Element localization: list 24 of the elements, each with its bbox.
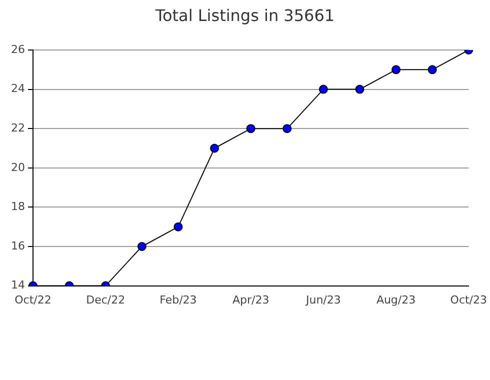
- point: [355, 84, 364, 94]
- x-tick-label: Apr/23: [232, 293, 270, 306]
- x-tick-label: Oct/23: [450, 293, 488, 306]
- point: [392, 65, 401, 74]
- y-tick-label: 24: [10, 82, 25, 96]
- y-tick-label: 14: [10, 278, 25, 292]
- y-tick-label: 16: [10, 239, 25, 252]
- x-tick-label: Jun/23: [304, 293, 341, 306]
- point: [318, 84, 328, 94]
- chart-title: Total Listings in 35661: [154, 6, 336, 25]
- point: [282, 124, 292, 134]
- x-tick-label: Dec/22: [86, 293, 126, 306]
- point: [246, 124, 256, 134]
- y-tick-label: 18: [10, 200, 25, 214]
- y-tick-label: 26: [10, 42, 25, 56]
- x-tick-label: Oct/22: [14, 293, 52, 306]
- point: [137, 242, 146, 251]
- point: [210, 144, 220, 153]
- x-tick-label: Feb/23: [160, 293, 197, 306]
- x-tick-label: Aug/23: [376, 293, 416, 306]
- point: [174, 222, 183, 232]
- y-tick-label: 22: [10, 121, 25, 134]
- y-tick-label: 20: [10, 160, 25, 174]
- point: [428, 65, 437, 74]
